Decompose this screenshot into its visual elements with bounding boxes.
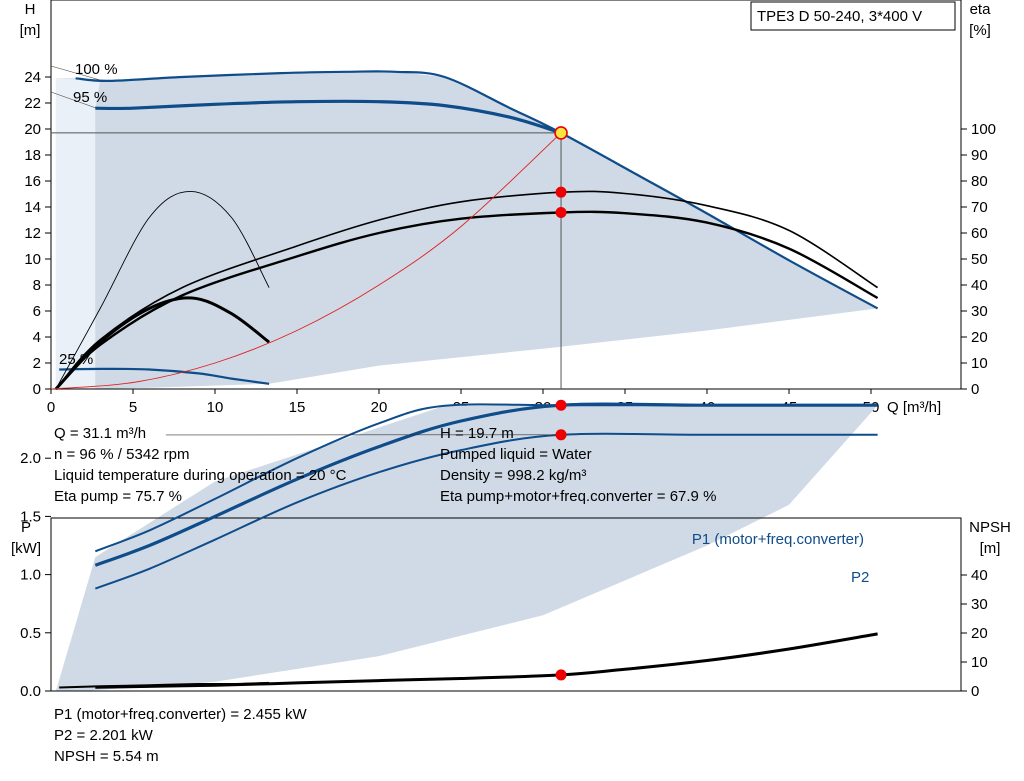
p1-readout: P1 (motor+freq.converter) = 2.455 kW: [54, 706, 307, 723]
y2-axis-label: eta: [970, 1, 992, 18]
head-curve: [95, 99, 562, 135]
operating-area: [55, 71, 878, 390]
head-curve: [59, 367, 270, 385]
y2-tick-label: 80: [971, 173, 988, 190]
y2-axis-unit: [m]: [980, 540, 1001, 557]
y2-tick-label: 30: [971, 303, 988, 320]
power-npsh-panel: P1 (motor+freq.converter) P2 0.0 0.5 1.0 1.5 2…: [11, 399, 1011, 700]
y-tick-label: 2.0: [20, 450, 41, 467]
power-curve: [94, 432, 878, 590]
y2-tick-label: 10: [971, 654, 988, 671]
y2-tick-label: 20: [971, 625, 988, 642]
y2-tick-label: 50: [971, 251, 988, 268]
x-tick-label: 0: [47, 399, 55, 416]
y-tick-label: 1.5: [20, 508, 41, 525]
x-tick-label: 5: [129, 399, 137, 416]
y2-tick-label: 100: [971, 121, 996, 138]
y-tick-label: 1.0: [20, 567, 41, 584]
low-flow-area: [55, 78, 101, 390]
y-tick-label: 12: [24, 225, 41, 242]
liquid-temperature-readout: Liquid temperature during operation = 20…: [54, 467, 347, 484]
y-axis-unit: [m]: [20, 22, 41, 39]
y-tick-label: 0.5: [20, 625, 41, 642]
efficiency-marker: [555, 186, 567, 198]
y-tick-label: 0.0: [20, 683, 41, 700]
head-curve: [75, 70, 879, 310]
curve-label: 100 %: [75, 61, 118, 78]
info-top-left: Q = 31.1 m³/h n = 96 % / 5342 rpm Liquid…: [54, 423, 346, 507]
curve-label: P2: [851, 569, 869, 586]
y-axis-unit: [kW]: [11, 540, 41, 557]
efficiency-curve: [55, 190, 879, 390]
pumped-liquid-readout: Pumped liquid = Water: [440, 446, 592, 463]
eta-total-readout: Eta pump+motor+freq.converter = 67.9 %: [440, 488, 717, 505]
y2-tick-label: 90: [971, 147, 988, 164]
y-tick-label: 8: [33, 277, 41, 294]
y-tick-label: 20: [24, 121, 41, 138]
efficiency-curve: [55, 190, 270, 390]
curve-label: 25 %: [59, 351, 93, 368]
x-tick-label: 20: [371, 399, 388, 416]
density-readout: Density = 998.2 kg/m³: [440, 467, 587, 484]
y-tick-label: 4: [33, 329, 41, 346]
x-axis-label: Q [m³/h]: [887, 399, 941, 416]
x-tick-label: 10: [207, 399, 224, 416]
y-tick-label: 16: [24, 173, 41, 190]
y2-tick-label: 60: [971, 225, 988, 242]
info-bottom: P1 (motor+freq.converter) = 2.455 kW P2 …: [54, 704, 307, 767]
speed-readout: n = 96 % / 5342 rpm: [54, 446, 190, 463]
y-tick-label: 0: [33, 381, 41, 398]
efficiency-marker: [555, 206, 567, 218]
info-top-right: H = 19.7 m Pumped liquid = Water Density…: [440, 423, 716, 507]
y2-tick-label: 40: [971, 567, 988, 584]
power-curve: [94, 403, 878, 553]
y-tick-label: 14: [24, 199, 41, 216]
y2-axis-label: NPSH: [969, 519, 1011, 536]
power-marker: [555, 669, 567, 681]
npsh-curve: [95, 632, 878, 689]
x-tick-label: 15: [289, 399, 306, 416]
leader-100: [50, 65, 101, 81]
y-tick-label: 6: [33, 303, 41, 320]
y2-tick-label: 0: [971, 683, 979, 700]
chart-title: TPE3 D 50-240, 3*400 V: [757, 8, 922, 25]
y2-tick-label: 0: [971, 381, 979, 398]
curve-label: 95 %: [73, 89, 107, 106]
power-marker: [555, 429, 567, 441]
y-tick-label: 2: [33, 355, 41, 372]
y-tick-label: 22: [24, 95, 41, 112]
leader-95: [50, 91, 97, 109]
flow-readout: Q = 31.1 m³/h: [54, 425, 147, 442]
y2-tick-label: 40: [971, 277, 988, 294]
title-box: [750, 1, 956, 31]
system-curve: [50, 132, 562, 390]
efficiency-curve: [54, 296, 271, 391]
npsh-readout: NPSH = 5.54 m: [54, 748, 159, 765]
y-tick-label: 10: [24, 251, 41, 268]
y-tick-label: 24: [24, 69, 41, 86]
p2-readout: P2 = 2.201 kW: [54, 727, 153, 744]
y-tick-label: 18: [24, 147, 41, 164]
y-axis-label: H: [25, 1, 36, 18]
y2-tick-label: 70: [971, 199, 988, 216]
power-marker: [555, 399, 567, 411]
duty-point: [554, 126, 568, 140]
curve-label: P1 (motor+freq.converter): [692, 531, 864, 548]
y-axis-label: P: [21, 519, 31, 536]
y2-tick-label: 20: [971, 329, 988, 346]
y2-tick-label: 10: [971, 355, 988, 372]
y2-tick-label: 30: [971, 596, 988, 613]
y2-axis-unit: [%]: [969, 22, 991, 39]
eta-pump-readout: Eta pump = 75.7 %: [54, 488, 182, 505]
head-readout: H = 19.7 m: [440, 425, 514, 442]
head-efficiency-panel: 100 %95 %25 %051015202530354045500246810…: [20, 0, 996, 416]
plot-frame: [50, 0, 962, 390]
